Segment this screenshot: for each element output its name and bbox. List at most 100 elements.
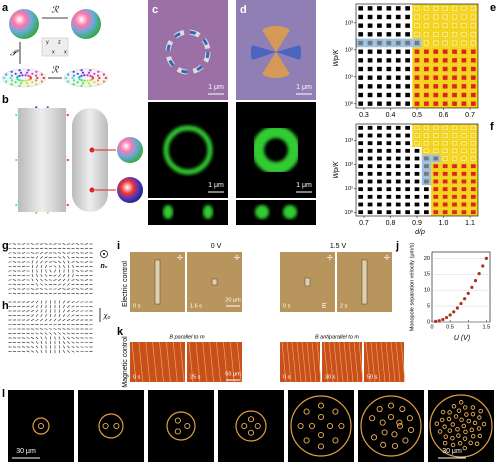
phase-marker [433,210,439,215]
phase-marker [377,133,382,138]
cross-section [255,205,269,219]
director [84,292,89,295]
phase-marker [414,49,420,54]
phase-marker [451,31,458,37]
director [26,341,30,344]
director [66,252,71,254]
director [40,283,43,286]
phase-marker [386,14,392,20]
director [84,283,89,286]
phase-marker [367,92,373,98]
director-dot [80,79,83,82]
phase-marker [367,40,373,46]
director [30,336,35,340]
phase-cell [431,139,441,147]
stripe [348,341,354,383]
director-dot [46,211,49,214]
micrograph [218,390,284,462]
phase-cell [468,12,478,22]
phase-cell [468,21,478,30]
director [62,256,66,259]
phase-marker [433,14,439,20]
phase-marker [414,101,420,106]
director [84,265,89,268]
panel-label: g [2,240,9,252]
director [71,319,75,321]
director [44,274,48,277]
hopfion [303,437,310,444]
director [67,309,70,313]
phase-marker [452,84,457,89]
director [21,350,26,353]
phase-cell [468,154,478,163]
phase-marker [358,148,364,153]
director [40,349,43,354]
stripe [195,341,201,383]
hopfion [477,415,482,420]
stripe [159,341,164,383]
phase-marker [358,14,364,20]
cylinder [72,108,108,212]
phase-marker [442,75,448,80]
phase-marker [470,92,476,98]
director [12,243,17,245]
phase-marker [395,49,401,54]
director [44,292,48,295]
director [75,270,80,272]
phase-marker [377,210,382,215]
symbol-label: n₀ [100,263,107,270]
phase-diagram: 0.3 0.4 0.5 0.6 0.7 10⁰ 10¹ 10² 10³ [345,3,479,119]
phase-marker [405,156,410,161]
phase-marker [367,6,373,11]
director [26,310,30,312]
director-dot [25,71,29,74]
phase-cell [459,30,469,39]
director-dot [91,75,94,78]
phase-marker [377,23,382,28]
phase-marker [358,58,364,63]
phase-marker [414,66,420,72]
director [12,252,17,254]
phase-marker [451,148,458,154]
director [30,252,35,254]
director [80,350,84,353]
hopfion [241,422,248,430]
director-dot [89,84,92,87]
director [84,270,89,272]
director-dot [102,73,105,76]
phase-cell [431,21,441,30]
director [35,256,39,259]
phase-marker [470,40,476,46]
director [35,332,39,335]
director [66,247,71,250]
director [53,318,57,322]
phase-marker [377,66,382,72]
x-tick-label: 0.5 [412,112,422,119]
x-tick-label: 1.0 [439,220,449,227]
stripe [380,341,386,383]
phase-marker [358,49,364,54]
director [40,313,43,318]
hedgehog-sphere [9,9,39,39]
micrograph-row: 0 s 25 s 0 s 30 s 50 s [130,341,406,383]
data-point [463,297,467,301]
director-dot [76,72,79,75]
phase-marker [442,148,448,154]
panel-label: k [117,326,124,338]
director [21,301,26,303]
phase-cell [459,12,469,22]
director [39,323,44,326]
hopfion [387,413,395,421]
x-tick-label: 1 [467,324,470,330]
phase-marker [452,75,457,80]
phase-marker [414,84,420,89]
micrograph [148,200,228,225]
phase-marker [358,156,364,161]
time-label: 0 s [133,303,141,309]
director-dot [97,83,100,86]
director-dot [87,82,91,85]
phase-marker [442,164,448,169]
phase-cell [421,147,432,155]
y-tick-label: 10² [345,47,353,53]
director [58,304,61,309]
